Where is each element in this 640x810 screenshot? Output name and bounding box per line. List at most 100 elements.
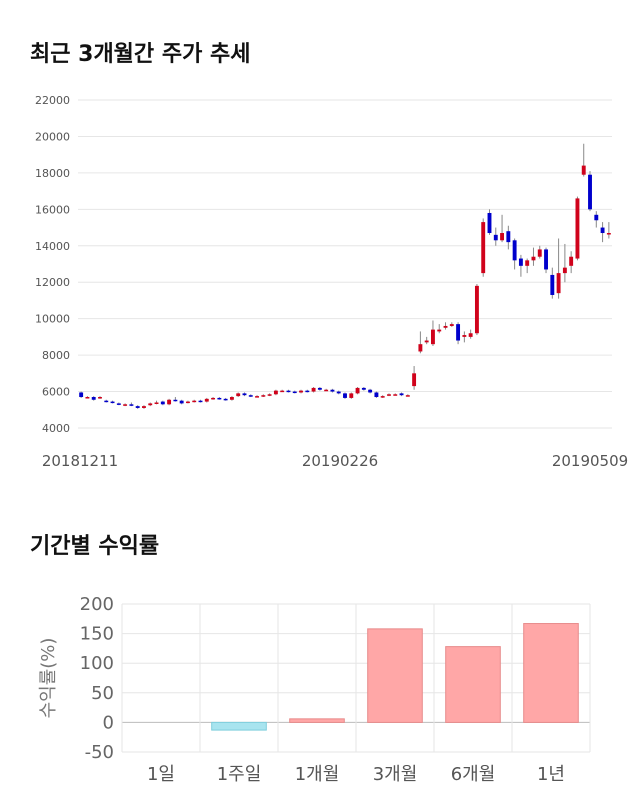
y-tick-label: 16000 [35, 203, 70, 216]
candle-body [223, 398, 228, 401]
bar [523, 623, 579, 723]
candle [594, 211, 599, 228]
candle-body [606, 233, 611, 235]
category-label: 3개월 [373, 764, 418, 785]
candle [204, 397, 209, 403]
candle-body [123, 404, 128, 406]
candle-body [79, 392, 84, 398]
candle [431, 320, 435, 346]
candle-body [600, 227, 605, 234]
candle-body [374, 392, 379, 398]
candle [192, 399, 197, 403]
candle-body [462, 335, 467, 337]
candle [248, 394, 253, 398]
candle [424, 336, 429, 345]
candle-body [562, 267, 567, 274]
candle-body [142, 406, 146, 408]
candle [418, 331, 423, 354]
candle-body [135, 406, 140, 408]
y-tick-label: -50 [85, 742, 114, 763]
candle-body [537, 249, 542, 257]
candle-body [242, 393, 247, 396]
candle [217, 397, 222, 400]
candle [399, 392, 404, 397]
candle [267, 393, 272, 397]
candle-body [449, 324, 454, 326]
candle-body [116, 403, 121, 405]
candle [236, 392, 241, 398]
y-tick-label: 4000 [42, 422, 70, 435]
date-label: 20190226 [302, 452, 378, 470]
candle [600, 222, 605, 243]
candle [437, 324, 442, 334]
candle [456, 322, 461, 345]
candle [160, 400, 165, 406]
candle [273, 389, 278, 396]
candle [487, 209, 492, 235]
y-tick-label: 18000 [35, 167, 70, 180]
candle [223, 397, 228, 401]
candle [91, 396, 96, 401]
candle-body [594, 214, 599, 221]
candle [135, 405, 140, 409]
candle-body [361, 387, 366, 390]
candle-body [431, 329, 435, 345]
candle-body [248, 395, 253, 397]
candle-body [481, 222, 486, 274]
candle-body [211, 397, 216, 400]
candle-body [544, 249, 548, 270]
candle-body [474, 285, 479, 334]
candle-body [512, 240, 517, 261]
period-returns-title: 기간별 수익률 [30, 534, 160, 559]
y-tick-label: 20000 [35, 130, 70, 143]
candle-body [575, 198, 580, 259]
candle-body [556, 273, 561, 294]
candle-body [525, 260, 530, 266]
candle-body [104, 400, 109, 403]
candle [261, 394, 266, 398]
candle [116, 402, 121, 406]
candle-body [299, 390, 303, 393]
candle-body [456, 324, 461, 341]
candle-body [506, 231, 511, 243]
candle [179, 399, 184, 405]
candle-body [412, 373, 417, 387]
candle [544, 247, 548, 274]
candle [562, 243, 567, 283]
candle-body [286, 390, 291, 393]
candle [443, 322, 448, 330]
candle [336, 390, 341, 395]
candle [299, 389, 303, 394]
candle [380, 395, 385, 398]
candle [242, 392, 247, 397]
candle [569, 251, 574, 274]
candle-body [518, 258, 523, 266]
candle-body [330, 389, 335, 392]
y-axis-label: 수익률(%) [38, 638, 59, 719]
candle [412, 366, 417, 390]
y-tick-label: 150 [80, 624, 114, 645]
bar [211, 721, 267, 731]
candle [588, 171, 592, 212]
candle [330, 388, 335, 393]
candle [85, 396, 90, 399]
candle-body [317, 387, 322, 390]
candle-body [343, 393, 347, 398]
candle-body [437, 329, 442, 332]
candle [280, 389, 285, 393]
candle [481, 218, 486, 277]
period-returns-bar-chart: 200 150 100 50 0 -50 수익률(%) 1일 1주일 1개월 3개월 6개월 1년 [38, 594, 591, 785]
candle-body [198, 400, 203, 403]
candle [142, 405, 146, 409]
candle-body [355, 387, 360, 394]
candle-body [229, 397, 234, 400]
candle-body [500, 233, 505, 241]
y-tick-label: 0 [103, 712, 114, 733]
candle-body [85, 397, 90, 399]
candle [449, 322, 454, 327]
candle [305, 389, 310, 393]
candle-body [368, 389, 373, 393]
y-tick-label: 12000 [35, 276, 70, 289]
candle-body [179, 400, 184, 404]
candle-body [399, 393, 404, 396]
